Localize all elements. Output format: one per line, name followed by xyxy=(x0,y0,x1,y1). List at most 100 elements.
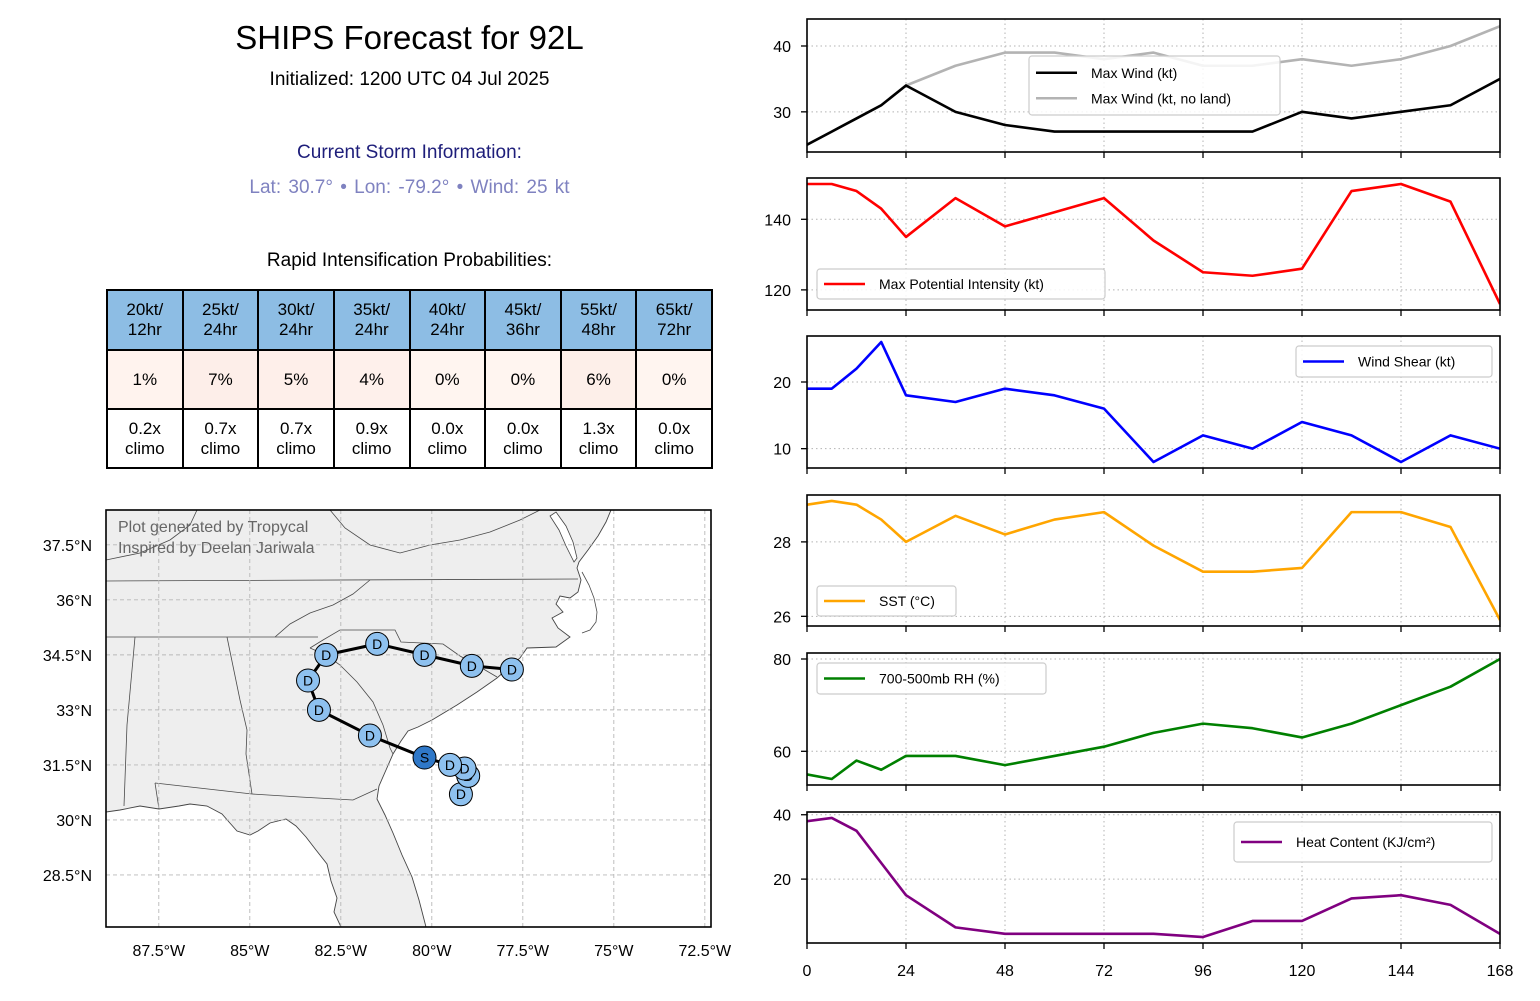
initialized-time: Initialized: 1200 UTC 04 Jul 2025 xyxy=(269,69,550,90)
longitude-label: 77.5°W xyxy=(496,943,550,960)
track-marker xyxy=(437,752,462,777)
latitude-label: 36°N xyxy=(56,593,92,610)
track-marker-label: D xyxy=(445,757,455,773)
storm-info-heading: Current Storm Information: xyxy=(297,142,522,163)
ohc-line xyxy=(807,816,1500,939)
track-marker xyxy=(296,668,321,693)
ri-period: 24hr xyxy=(203,320,238,339)
panel-frame xyxy=(806,177,1501,311)
legend: Max Potential Intensity (kt) xyxy=(816,268,1106,300)
ri-header-cell: 30kt/24hr xyxy=(257,289,335,351)
ri-header-row: 20kt/12hr 25kt/24hr 30kt/24hr 35kt/24hr … xyxy=(106,289,713,351)
page-title: SHIPS Forecast for 92L xyxy=(235,19,584,56)
longitude-label: 87.5°W xyxy=(132,943,186,960)
longitude-label: 85°W xyxy=(230,943,270,960)
track-marker-label: D xyxy=(365,728,375,744)
legend-label: Heat Content (KJ/cm²) xyxy=(1296,834,1435,850)
ri-climo-label: climo xyxy=(427,438,468,458)
rh-line xyxy=(807,657,1500,781)
track-marker-label: D xyxy=(419,647,429,663)
ri-threshold: 30kt/ xyxy=(277,300,315,319)
ri-period: 48hr xyxy=(581,320,616,339)
shear-line xyxy=(807,340,1500,464)
ri-climo-ratio: 0.9x xyxy=(355,418,388,438)
ri-climo-label: climo xyxy=(578,438,619,458)
longitude-label: 75°W xyxy=(594,943,634,960)
ri-climo-label: climo xyxy=(351,438,392,458)
storm-info-details: Lat: 30.7° • Lon: -79.2° • Wind: 25 kt xyxy=(249,177,570,198)
track-point: S xyxy=(412,745,437,770)
track-point: D xyxy=(459,653,484,678)
longitude-label: 72.5°W xyxy=(678,943,732,960)
panel-frame xyxy=(806,811,1501,944)
track-point: D xyxy=(314,642,339,667)
x-tick-label: 168 xyxy=(1487,963,1514,980)
ri-probability-cell: 1% xyxy=(106,349,184,410)
y-tick-label: 80 xyxy=(773,652,791,669)
y-tick-label: 28 xyxy=(773,535,791,552)
track-marker xyxy=(459,653,484,678)
mpi-line xyxy=(807,182,1500,305)
y-tick-label: 40 xyxy=(773,808,791,825)
ri-climo-ratio: 0.7x xyxy=(204,418,237,438)
outer-banks xyxy=(581,571,598,634)
x-tick-label: 24 xyxy=(897,963,915,980)
ri-climo-ratio: 0.0x xyxy=(658,418,691,438)
max-wind-line xyxy=(807,77,1500,146)
track-point: D xyxy=(437,752,462,777)
ri-header-cell: 65kt/72hr xyxy=(635,289,713,351)
track-point: D xyxy=(365,631,390,656)
latitude-label: 30°N xyxy=(56,813,92,830)
latitude-label: 37.5°N xyxy=(43,538,92,555)
forecast-track: DDDDSDDDDDDDD xyxy=(296,631,524,807)
ri-threshold: 20kt/ xyxy=(126,300,164,319)
ri-header-cell: 55kt/48hr xyxy=(559,289,638,351)
ri-climo-label: climo xyxy=(276,438,316,458)
legend-box xyxy=(816,662,1047,695)
track-marker-label: S xyxy=(420,750,429,766)
track-marker-label: D xyxy=(303,673,313,689)
legend: Max Wind (kt) Max Wind (kt, no land) xyxy=(1028,55,1281,116)
ri-climo-cell: 0.0x climo xyxy=(484,408,562,469)
ri-climo-cell: 1.3x climo xyxy=(559,408,638,469)
legend-label: Max Wind (kt) xyxy=(1091,65,1177,81)
legend-label: Max Potential Intensity (kt) xyxy=(879,276,1044,292)
ri-header-cell: 40kt/24hr xyxy=(408,289,487,351)
track-marker-label: D xyxy=(459,761,469,777)
legend-box xyxy=(1295,345,1493,378)
panel-max-wind: 30 40 Max Wind (kt) Max Wind (kt, no land) xyxy=(773,18,1501,158)
y-tick-label: 20 xyxy=(773,872,791,889)
latitude-label: 34.5°N xyxy=(43,648,92,665)
ri-threshold: 55kt/ xyxy=(580,300,617,319)
ri-period: 24hr xyxy=(430,320,465,339)
ri-climo-row: 0.2x climo 0.7x climo 0.7x climo 0.9x climo … xyxy=(106,408,713,469)
ri-climo-cell: 0.2x climo xyxy=(106,408,184,469)
ri-probability-cell: 6% xyxy=(559,349,638,410)
latitude-label: 33°N xyxy=(56,703,92,720)
x-tick-label: 0 xyxy=(803,963,812,980)
y-tick-label: 60 xyxy=(773,744,791,761)
ri-climo-cell: 0.0x climo xyxy=(635,408,713,469)
map-credit-line-2: Inspired by Deelan Jariwala xyxy=(118,540,315,557)
ri-threshold: 65kt/ xyxy=(655,300,693,319)
ri-climo-label: climo xyxy=(654,438,695,458)
ri-climo-cell: 0.9x climo xyxy=(332,408,411,469)
track-marker-label: D xyxy=(372,636,382,652)
panel-sst: 26 28 SST (°C) xyxy=(773,494,1501,632)
x-tick-label: 120 xyxy=(1289,963,1316,980)
latitude-label: 31.5°N xyxy=(43,758,92,775)
y-tick-label: 40 xyxy=(773,39,791,56)
latitude-label: 28.5°N xyxy=(43,868,92,885)
longitude-label: 82.5°W xyxy=(314,943,368,960)
map-land xyxy=(106,510,612,927)
chesapeake-bay xyxy=(549,511,578,563)
track-point: D xyxy=(306,697,331,722)
map-frame xyxy=(105,509,712,928)
ri-table-title: Rapid Intensification Probabilities: xyxy=(266,250,553,271)
track-point: D xyxy=(412,642,437,667)
sst-line xyxy=(807,499,1500,621)
track-marker xyxy=(412,642,437,667)
track-marker-label: D xyxy=(507,662,517,678)
ri-probability-row: 1% 7% 5% 4% 0% 0% 6% 0% xyxy=(106,349,713,410)
